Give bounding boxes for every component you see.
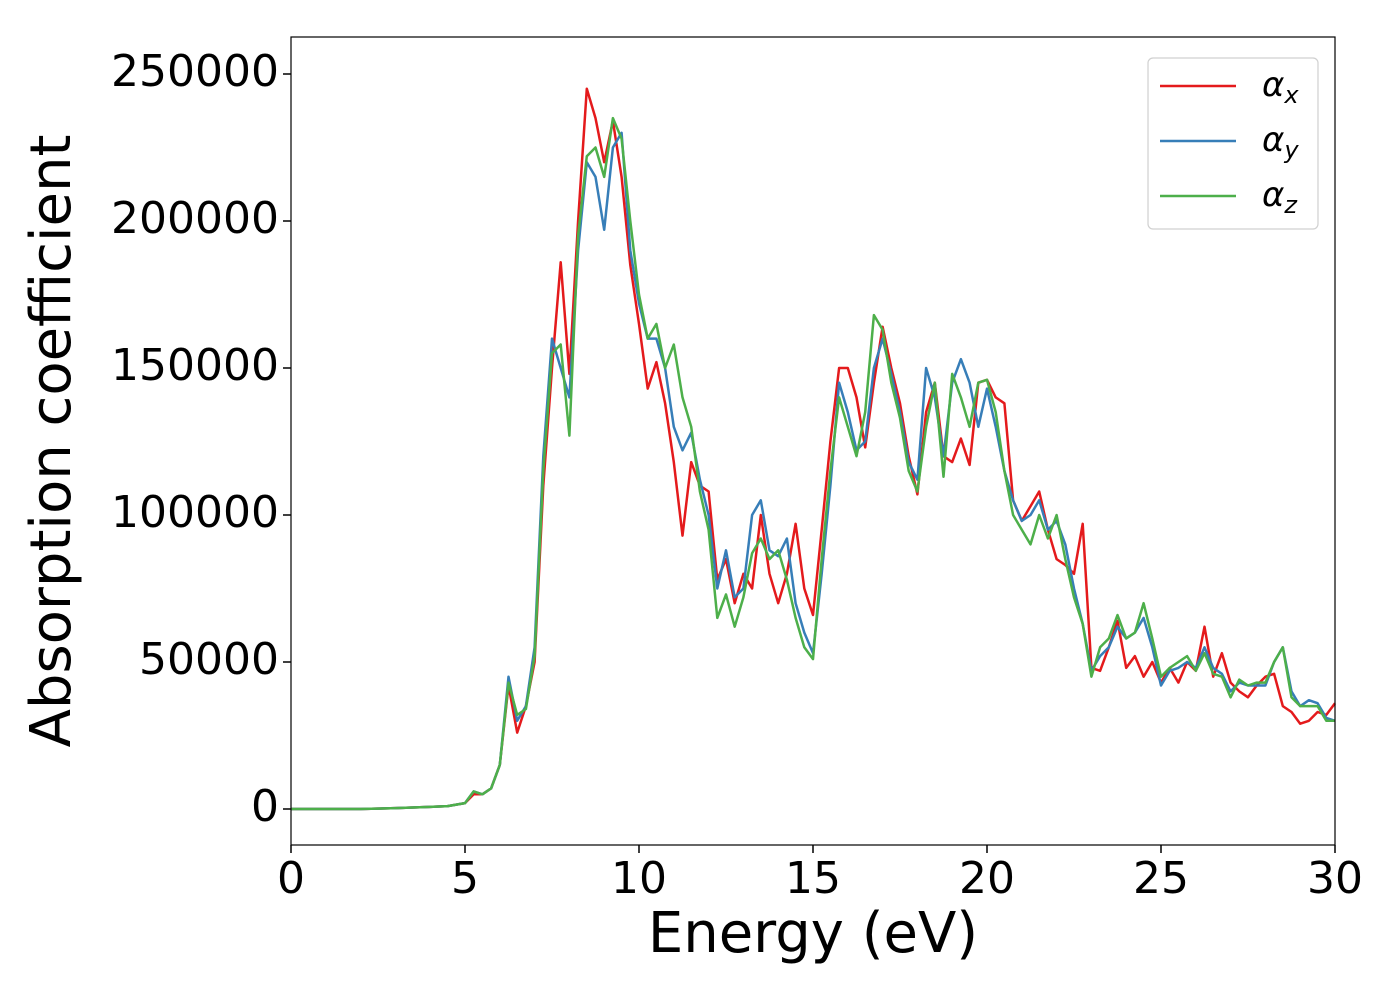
- plot-frame: [290, 36, 1336, 846]
- x-tick-label: 20: [959, 853, 1015, 904]
- data-line: [291, 116, 1335, 811]
- x-axis-label: Energy (eV): [648, 901, 978, 966]
- y-tick-label: 100000: [111, 487, 279, 538]
- x-tick-label: 10: [611, 853, 667, 904]
- x-tick-label: 25: [1133, 853, 1189, 904]
- data-line: [291, 87, 1337, 811]
- legend-label: αx: [1262, 65, 1299, 110]
- y-tick-label: 150000: [111, 340, 279, 391]
- y-axis-label: Absorption coefficient: [19, 135, 84, 748]
- legend-box: [1147, 57, 1319, 230]
- data-line: [291, 131, 1336, 811]
- y-tick-label: 50000: [139, 634, 279, 685]
- x-tick-label: 30: [1307, 853, 1363, 904]
- y-tick-label: 200000: [111, 193, 279, 244]
- x-tick-label: 0: [277, 853, 305, 904]
- y-tick-label: 0: [251, 781, 279, 832]
- legend-label: αy: [1262, 120, 1299, 165]
- x-tick-label: 15: [785, 853, 841, 904]
- y-tick-label: 250000: [111, 46, 279, 97]
- x-tick-label: 5: [451, 853, 479, 904]
- legend-label: αz: [1262, 175, 1298, 220]
